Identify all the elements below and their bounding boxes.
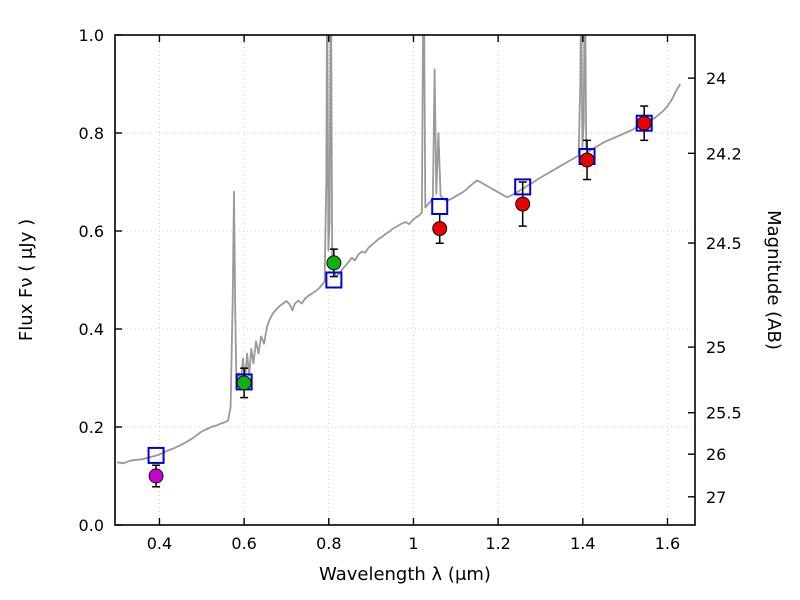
observed-photometry-point xyxy=(636,115,652,131)
observed-photometry-point xyxy=(148,468,164,484)
y-tick-mag-label: 27 xyxy=(706,488,726,507)
observed-photometry-point xyxy=(515,196,531,212)
y-axis-label-left: Flux Fν ( μJy ) xyxy=(16,219,37,341)
x-tick-label: 0.4 xyxy=(147,534,172,553)
y-tick-mag-label: 26 xyxy=(706,445,726,464)
plot-area: 0.4 0.6 0.8 1 1.2 1.4 1.6 0.0 0.2 0.4 0.6 0.8 1.0 24 2… xyxy=(79,26,742,553)
x-tick-label: 0.8 xyxy=(316,534,341,553)
x-tick-label: 1.4 xyxy=(570,534,595,553)
observed-photometry-point xyxy=(236,375,252,391)
model-photometry-square xyxy=(635,114,653,132)
x-tick-label: 1 xyxy=(408,534,418,553)
y-tick-flux-label: 0.4 xyxy=(79,320,104,339)
observed-photometry-point xyxy=(326,255,342,271)
observed-photometry-point xyxy=(432,221,448,237)
y-tick-mag-label: 25.5 xyxy=(706,404,742,423)
x-tick-label: 1.6 xyxy=(655,534,680,553)
x-tick-label: 0.6 xyxy=(231,534,256,553)
x-tick-label: 1.2 xyxy=(485,534,510,553)
y-tick-mag-label: 25 xyxy=(706,338,726,357)
axes-frame xyxy=(114,34,696,526)
y-tick-flux-label: 0.6 xyxy=(79,222,104,241)
y-tick-flux-label: 1.0 xyxy=(79,26,104,45)
model-photometry-square xyxy=(431,198,449,215)
y-tick-mag-label: 24 xyxy=(706,69,726,88)
y-tick-mag-label: 24.2 xyxy=(706,144,742,163)
y-tick-flux-label: 0.0 xyxy=(79,516,104,535)
x-axis-label: Wavelength λ (μm) xyxy=(319,564,491,585)
y-tick-flux-label: 0.2 xyxy=(79,418,104,437)
y-axis-label-right: Magnitude (AB) xyxy=(763,210,784,350)
y-tick-flux-label: 0.8 xyxy=(79,124,104,143)
model-photometry-square xyxy=(147,446,165,464)
spectrum-line xyxy=(116,35,681,465)
observed-photometry-point xyxy=(579,152,595,168)
model-photometry-square xyxy=(325,271,343,289)
y-tick-mag-label: 24.5 xyxy=(706,234,742,253)
model-photometry-square xyxy=(514,178,532,196)
